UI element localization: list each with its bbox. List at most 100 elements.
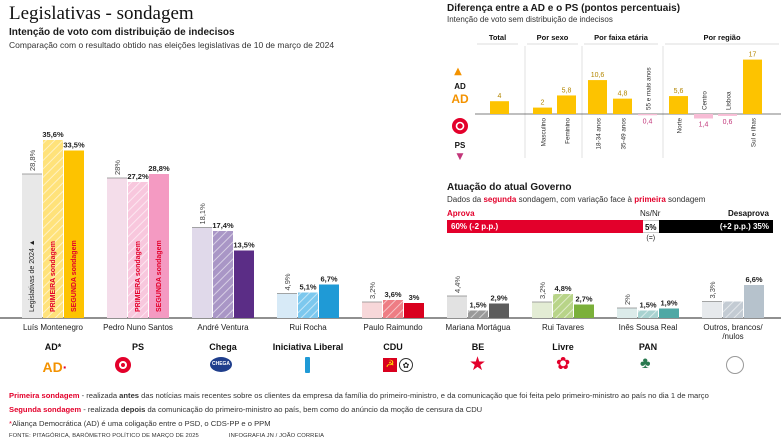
chart-caption: Comparação com o resultado obtido nas el… (9, 40, 335, 50)
diff-bar (490, 101, 509, 114)
diff-bar (638, 114, 657, 116)
bar-label: 4,9% (283, 273, 292, 290)
bar-second (149, 174, 169, 318)
bar-label: 4,8% (554, 284, 571, 293)
bar-label: 2,9% (490, 294, 507, 303)
diff-category-label: 35-49 anos (621, 118, 628, 150)
diff-value-label: 17 (749, 52, 757, 59)
candidate-name-7: Inês Sousa Real (618, 323, 678, 332)
party-label-1: PS (131, 342, 144, 352)
bar-group-5: 4,4% 1,5% 2,9% (447, 276, 509, 318)
bar-label: 28% (113, 160, 122, 175)
diff-bar (669, 96, 688, 114)
bar-legislativas (192, 227, 212, 318)
cdu-sunflower-logo: ✿ (399, 358, 413, 372)
bar-label: 33,5% (63, 141, 85, 150)
bar-label: 3,3% (708, 281, 717, 298)
candidate-name-5: Mariana Mortágua (445, 323, 511, 332)
ps-logo (115, 357, 131, 373)
candidate-name-4: Paulo Raimundo (363, 323, 423, 332)
bar-label: 4,4% (453, 276, 462, 293)
bar-group-8: 3,3% 6,6% (702, 275, 764, 318)
bar-label: 28,8% (28, 149, 37, 171)
bar-group-0: 28,8% 35,6% 33,5% (22, 130, 85, 318)
in-bar-label: SEGUNDA sondagem (71, 240, 78, 312)
bar-legislativas (447, 296, 467, 318)
party-label-2: Chega (209, 342, 237, 352)
bar-label: 3,2% (368, 282, 377, 299)
bar-label: 18,1% (198, 203, 207, 225)
bar-label: 1,5% (469, 301, 486, 310)
candidate-name-1: Pedro Nuno Santos (103, 323, 173, 332)
candidate-name-6: Rui Tavares (541, 323, 585, 332)
bar-hatch (638, 310, 658, 318)
in-bar-label: PRIMEIRA sondagem (135, 241, 142, 312)
bar-hatch (468, 310, 488, 318)
be-star-logo: ★ (469, 354, 487, 375)
page-title: Legislativas - sondagem (9, 3, 194, 24)
bar-label: 5,1% (299, 283, 316, 292)
bar-label: 6,6% (745, 275, 762, 284)
party-label-3: Iniciativa Liberal (272, 342, 344, 352)
difference-title: Diferença entre a AD e o PS (pontos perc… (447, 3, 681, 14)
diff-category-label: Centro (702, 91, 709, 110)
bar-group-4: 3,2% 3,6% 3% (362, 282, 424, 318)
diff-group-header: Por faixa etária (594, 33, 649, 42)
pan-tree-logo: ♣ (640, 355, 651, 372)
bar-legislativas (532, 302, 552, 318)
arrow-up-icon: ▲ (454, 66, 462, 77)
nsnr-label: Ns/Nr (640, 209, 661, 218)
bar-hatch (128, 182, 148, 318)
diff-category-label: Masculino (541, 118, 548, 147)
diff-value-label: 0,6 (723, 119, 733, 126)
government-title: Atuação do atual Governo (447, 182, 572, 193)
livre-poppy-logo: ✿ (556, 354, 571, 373)
diff-value-label: 4,8 (618, 91, 628, 98)
diff-group-header: Por região (703, 33, 741, 42)
diff-category-label: Norte (677, 118, 684, 134)
bar-label: 2,7% (575, 295, 592, 304)
bar-second (659, 308, 679, 318)
ps-logo-small (452, 118, 468, 134)
diff-bar (743, 59, 762, 114)
others-empty-circle (726, 356, 744, 374)
bar-group-3: 4,9% 5,1% 6,7% (277, 273, 339, 318)
bar-legislativas (107, 178, 127, 318)
diff-value-label: 10,6 (591, 72, 605, 79)
diff-value-label: 5,8 (562, 87, 572, 94)
diff-value-label: 2 (541, 100, 545, 107)
bar-second (744, 285, 764, 318)
bar-label: 1,9% (660, 299, 677, 308)
bar-label: 35,6% (42, 130, 64, 139)
difference-chart: Total Por sexo Por faixa etária Por região 4… (451, 33, 781, 160)
cdu-hammer-sickle-logo: ☭ (383, 358, 397, 372)
in-bar-label: Legislativas de 2024 ▲ (29, 239, 36, 312)
bar-hatch (298, 292, 318, 318)
party-label-7: PAN (638, 342, 658, 352)
ad-indicator-label: AD (454, 82, 466, 91)
diff-value-label: 1,4 (699, 121, 709, 128)
diff-value-label: 4 (498, 93, 502, 100)
bar-second (574, 304, 594, 318)
approval-bar-0: 60% (-2 p.p.) (447, 220, 643, 233)
bar-label: 13,5% (233, 241, 255, 250)
bar-label: 3,2% (538, 282, 547, 299)
bar-label: 3% (409, 293, 420, 302)
in-bar-label: SEGUNDA sondagem (156, 240, 163, 312)
diff-category-label: 55 e mais anos (646, 67, 653, 110)
bar-group-1: 28% 27,2%28,8% (107, 160, 170, 318)
aprova-label: Aprova (447, 209, 475, 218)
nsnr-change: (=) (646, 235, 656, 242)
bar-legislativas (362, 302, 382, 318)
party-label-0: AD* (44, 342, 62, 352)
bar-second (404, 303, 424, 318)
bar-label: 2% (623, 294, 632, 305)
diff-category-label: Feminino (565, 118, 572, 144)
approval-bar-1: 5% (642, 220, 659, 233)
ad-logo-small: AD (451, 92, 469, 106)
diff-bar (557, 95, 576, 114)
bar-hatch (213, 231, 233, 318)
bar-legislativas (22, 174, 42, 318)
diff-bar (533, 107, 552, 114)
bar-label: 3,6% (384, 290, 401, 299)
